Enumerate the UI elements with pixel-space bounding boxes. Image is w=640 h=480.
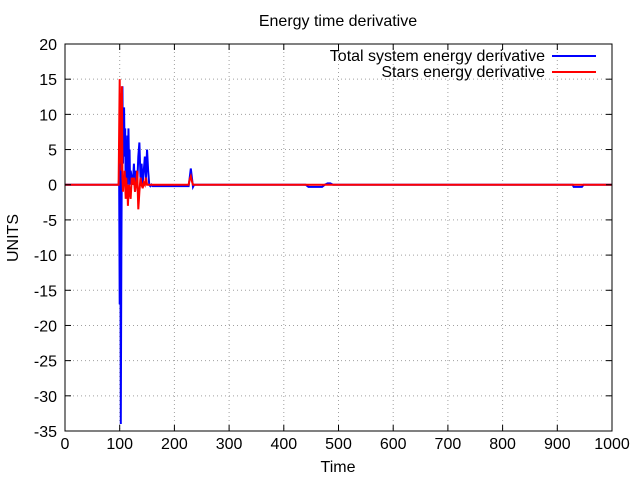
y-tick-label: 5 [48,143,57,160]
series-line-total-energy [65,86,612,424]
x-tick-label: 700 [435,436,462,453]
legend-label-total: Total system energy derivative [330,48,545,65]
y-tick-label: -30 [34,389,57,406]
x-tick-label: 500 [325,436,352,453]
x-axis-label: Time [321,459,356,476]
y-tick-label: 10 [39,107,57,124]
x-tick-label: 300 [216,436,243,453]
x-tick-label: 600 [380,436,407,453]
y-tick-label: -10 [34,248,57,265]
y-tick-label: -15 [34,283,57,300]
series-layer [65,79,612,424]
x-tick-label: 1000 [594,436,630,453]
x-tick-label: 200 [161,436,188,453]
grid-layer [65,44,612,431]
legend-label-stars: Stars energy derivative [381,64,545,81]
y-tick-label: 0 [48,178,57,195]
y-axis-label: UNITS [5,214,22,262]
y-tick-label: -25 [34,354,57,371]
y-tick-label: 20 [39,37,57,54]
y-tick-label: -5 [43,213,57,230]
chart-title: Energy time derivative [259,13,417,30]
legend: Total system energy derivative Stars ene… [330,48,596,81]
x-tick-label: 400 [270,436,297,453]
series-line-stars-energy [65,79,612,210]
x-tick-label: 900 [544,436,571,453]
x-tick-label: 100 [106,436,133,453]
x-tick-label: 0 [61,436,70,453]
x-tick-label: 800 [489,436,516,453]
y-tick-label: -35 [34,424,57,441]
y-tick-label: 15 [39,72,57,89]
tick-layer: 0 100 200 300 400 500 600 700 800 900 1000 20 15 10 5 0… [34,37,630,453]
y-tick-label: -20 [34,318,57,335]
